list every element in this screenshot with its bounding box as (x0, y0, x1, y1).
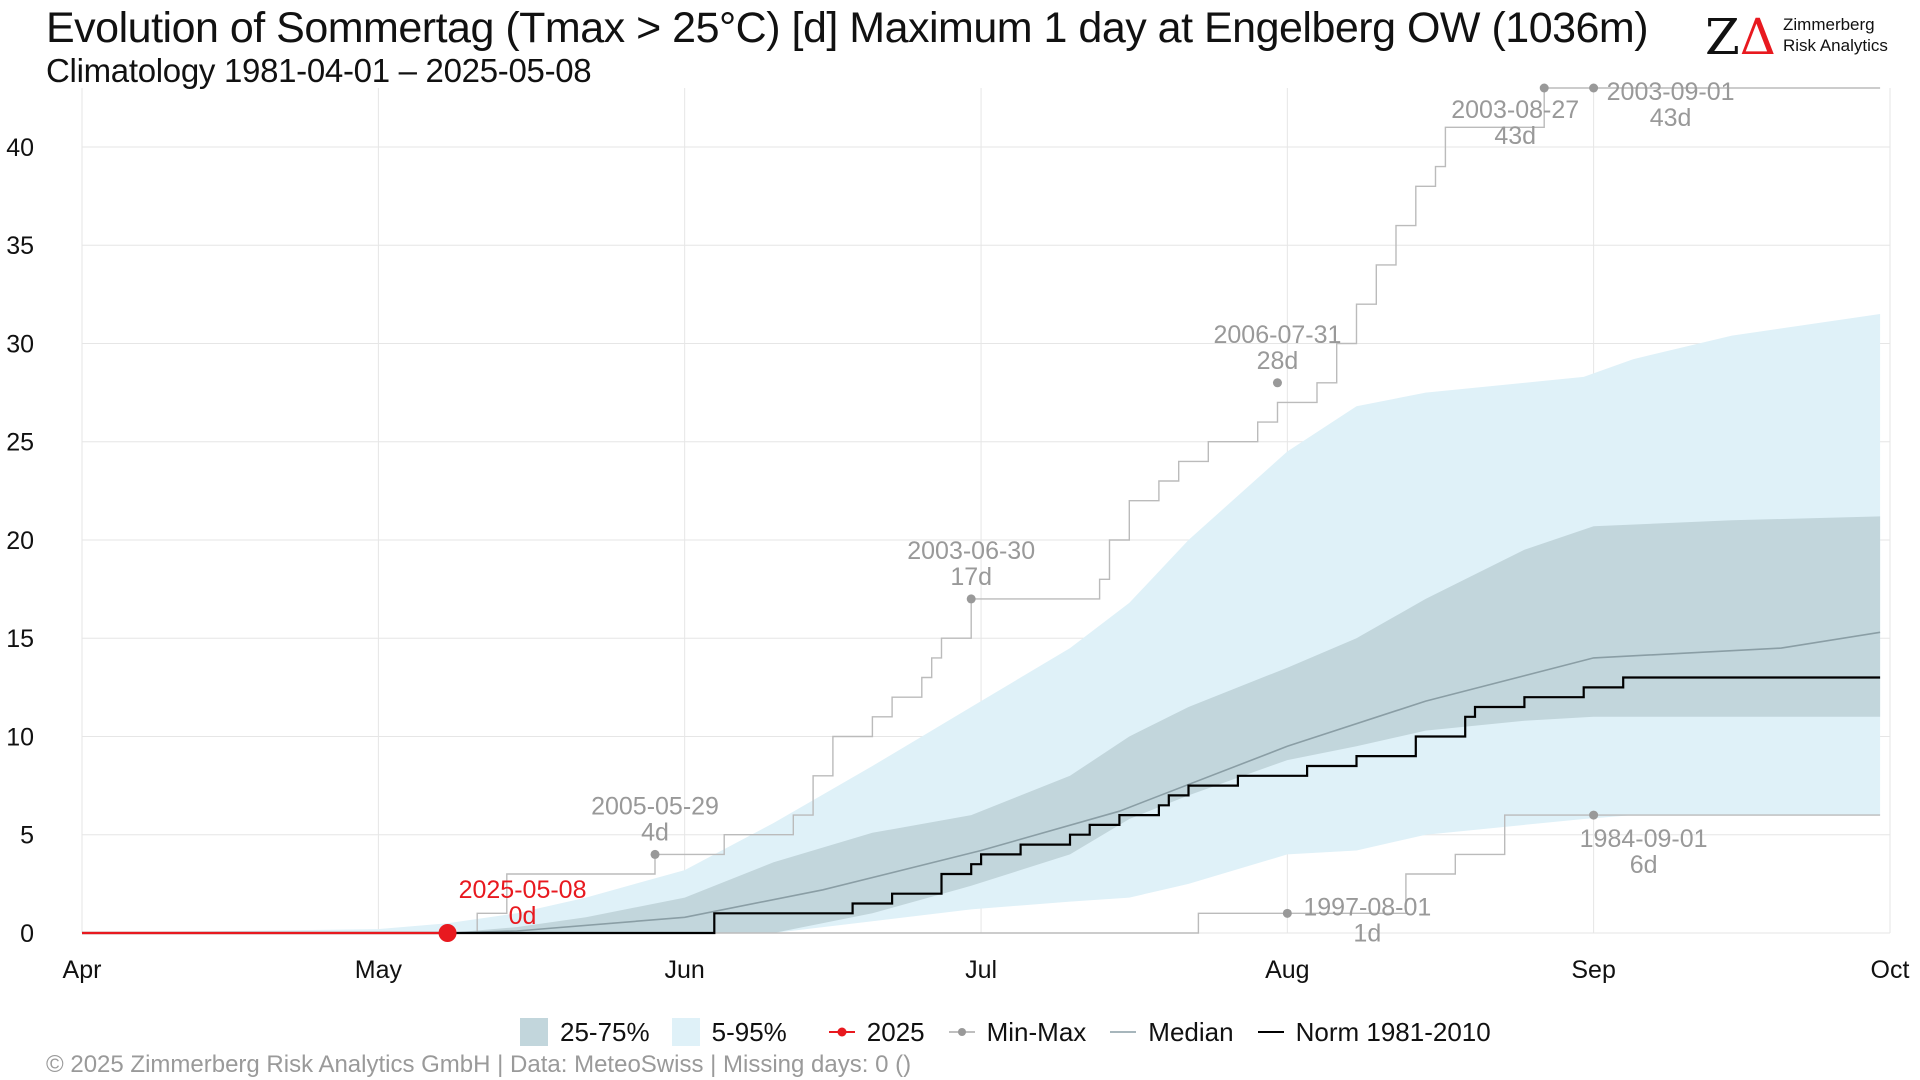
minmax-point (966, 594, 976, 604)
legend-norm: Norm 1981-2010 (1256, 1017, 1491, 1048)
y-tick-label: 25 (6, 429, 34, 457)
minmax-point (1589, 810, 1599, 820)
legend-norm-key (1257, 1031, 1284, 1033)
logo-line1: Zimmerberg (1783, 15, 1875, 34)
x-tick-label: Sep (1571, 956, 1615, 984)
y-tick-label: 35 (6, 232, 34, 260)
band-25-75 (82, 516, 1881, 933)
logo-delta: Δ (1739, 8, 1776, 66)
band-5-95 (82, 314, 1881, 933)
legend-minmax-key (948, 1028, 975, 1036)
legend-current: 2025 (827, 1017, 925, 1048)
chart-subtitle: Climatology 1981-04-01 – 2025-05-08 (46, 52, 592, 89)
annotation-date: 2025-05-08 (459, 876, 587, 904)
legend-iqr: 25-75% (520, 1017, 650, 1048)
footer-credit: © 2025 Zimmerberg Risk Analytics GmbH | … (46, 1051, 912, 1078)
min-line (82, 814, 1881, 934)
y-tick-label: 10 (6, 723, 34, 751)
axes: 0 5 10 15 20 25 30 35 40 Apr May Jun Jul Aug Sep Oct (6, 134, 1909, 984)
logo-mark: ZΔ (1705, 12, 1776, 62)
annotation-date: 1997-08-01 (1303, 893, 1431, 921)
y-tick-label: 15 (6, 625, 34, 653)
annotation-date: 2005-05-29 (591, 792, 719, 820)
annotation-value: 28d (1257, 347, 1299, 375)
x-tick-label: May (355, 956, 403, 984)
x-tick-label: Apr (63, 956, 102, 984)
y-tick-label: 40 (6, 134, 34, 162)
y-tick-label: 20 (6, 527, 34, 555)
current-point (438, 924, 457, 942)
legend-median-key (1110, 1031, 1137, 1033)
legend-current-label: 2025 (866, 1016, 925, 1047)
legend-range-swatch (671, 1018, 700, 1046)
annotation-value: 1d (1353, 919, 1381, 947)
minmax-point (1539, 83, 1549, 93)
legend-current-key (828, 1027, 855, 1037)
legend-range: 5-95% (671, 1016, 787, 1048)
annotation-value: 0d (509, 902, 537, 930)
annotation-date: 1984-09-01 (1580, 825, 1708, 853)
legend-minmax-label: Min-Max (986, 1016, 1087, 1047)
annotation-value: 4d (641, 818, 669, 846)
y-tick-label: 5 (20, 822, 34, 850)
annotation-date: 2006-07-31 (1214, 321, 1342, 349)
logo-text: Zimmerberg Risk Analytics (1783, 14, 1888, 56)
logo-line2: Risk Analytics (1783, 36, 1888, 55)
annotation-date: 2003-08-27 (1451, 96, 1579, 124)
max-line (82, 87, 1881, 934)
annotation-value: 43d (1650, 104, 1692, 132)
legend-iqr-label: 25-75% (560, 1016, 650, 1047)
legend-norm-label: Norm 1981-2010 (1295, 1016, 1491, 1047)
legend-minmax: Min-Max (947, 1016, 1087, 1048)
minmax-point (1272, 378, 1282, 388)
x-tick-label: Jul (965, 956, 997, 984)
x-tick-label: Oct (1871, 956, 1910, 984)
point-markers (438, 83, 1599, 942)
norm-line (82, 676, 1881, 935)
logo-z: Z (1705, 8, 1740, 66)
legend: 25-75% 5-95% 2025 Min-Max Median Norm 19… (520, 1015, 1513, 1049)
annotation-date: 2003-06-30 (907, 537, 1035, 565)
median-line (82, 631, 1881, 934)
annotation-value: 43d (1494, 122, 1536, 150)
annotation-date: 2003-09-01 (1607, 78, 1735, 106)
chart-title: Evolution of Sommertag (Tmax > 25°C) [d]… (46, 4, 1649, 52)
y-tick-label: 30 (6, 330, 34, 358)
series-lines (82, 87, 1881, 935)
legend-range-label: 5-95% (711, 1016, 787, 1047)
legend-iqr-swatch (520, 1018, 548, 1046)
x-tick-label: Jun (665, 956, 705, 984)
minmax-point (1282, 908, 1292, 918)
annotation-value: 6d (1630, 851, 1658, 879)
minmax-point (1589, 83, 1599, 93)
y-tick-label: 0 (20, 920, 34, 948)
minmax-point (650, 849, 660, 859)
x-tick-label: Aug (1265, 956, 1309, 984)
annotation-value: 17d (950, 563, 992, 591)
legend-median-label: Median (1148, 1016, 1234, 1047)
legend-median: Median (1108, 1016, 1234, 1048)
company-logo: ZΔ Zimmerberg Risk Analytics (1705, 12, 1905, 62)
bands (82, 314, 1881, 933)
